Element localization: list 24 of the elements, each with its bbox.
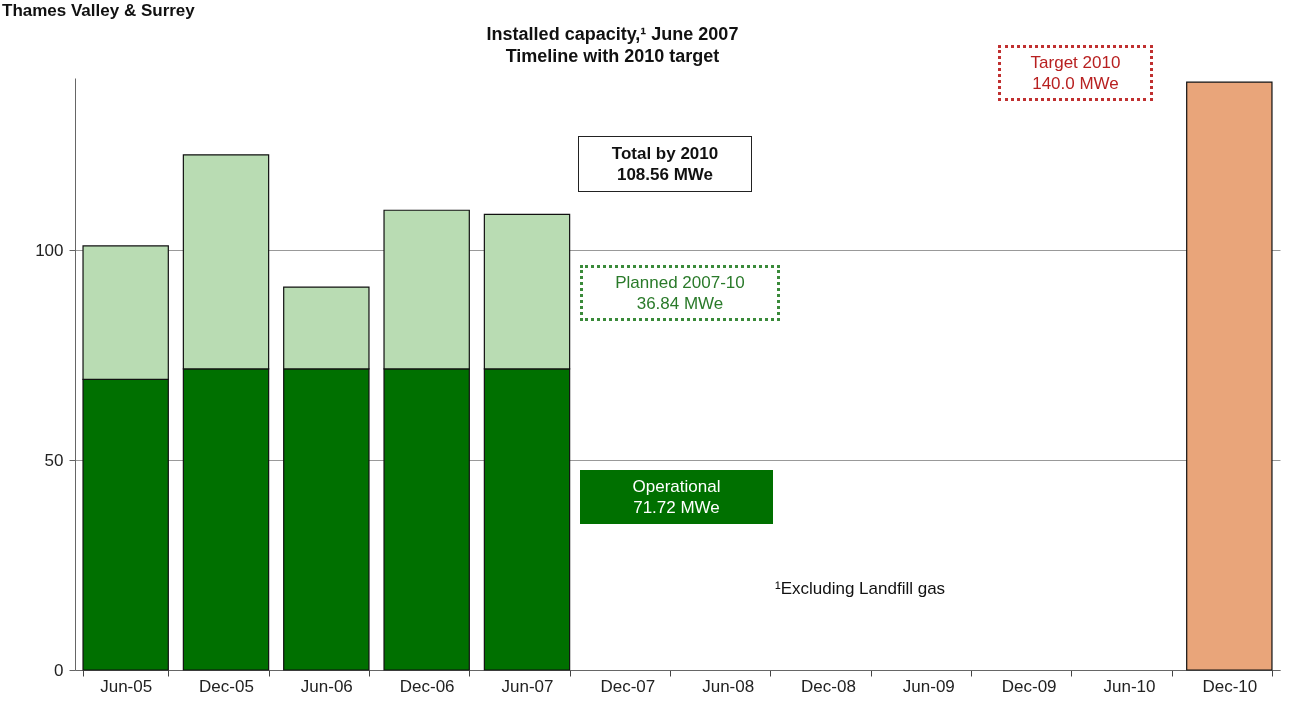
y-tick-label: 100: [35, 240, 64, 260]
annotation: ¹Excluding Landfill gas: [775, 578, 946, 599]
chart-title: Installed capacity,¹ June 2007: [486, 24, 739, 44]
x-tick-label: Dec-07: [600, 676, 656, 696]
x-tick-label: Dec-09: [1001, 676, 1057, 696]
chart-subtitle: Timeline with 2010 target: [505, 46, 720, 66]
x-tick-label: Dec-10: [1202, 676, 1258, 696]
callout-box: Operational 71.72 MWe: [580, 470, 773, 524]
x-tick-label: Dec-08: [801, 676, 856, 696]
x-tick-label: Jun-10: [1103, 676, 1156, 696]
x-tick-label: Jun-09: [902, 676, 955, 696]
bar: [1186, 81, 1273, 671]
x-tick-label: Jun-06: [300, 676, 353, 696]
x-tick-label: Jun-05: [100, 676, 153, 696]
y-tick-label: 0: [54, 660, 64, 680]
callout-box: Total by 2010 108.56 MWe: [578, 136, 752, 192]
x-tick-label: Dec-05: [199, 676, 254, 696]
callout-box: Planned 2007-10 36.84 MWe: [580, 265, 780, 321]
x-tick-label: Jun-08: [702, 676, 755, 696]
text: Thames Valley & Surrey: [2, 0, 195, 21]
x-tick-label: Dec-06: [399, 676, 455, 696]
callout-box: Target 2010 140.0 MWe: [998, 45, 1153, 101]
x-tick-label: Jun-07: [501, 676, 554, 696]
y-tick-label: 50: [44, 450, 64, 470]
